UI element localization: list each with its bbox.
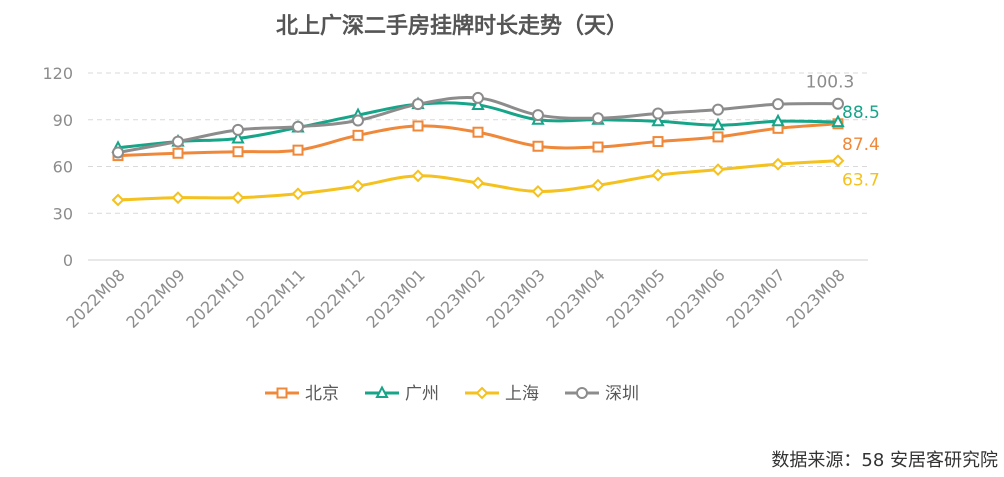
legend-marker (375, 385, 389, 398)
data-point-marker (292, 120, 304, 133)
legend-item-深圳[interactable]: 深圳 (565, 384, 639, 404)
data-point-marker (531, 185, 545, 198)
data-point-marker (412, 98, 424, 111)
data-point-marker (652, 107, 664, 120)
legend-marker (576, 387, 588, 399)
data-point-marker (831, 154, 845, 168)
data-point-marker (112, 146, 124, 159)
data-point-marker (352, 114, 364, 127)
data-point-marker (591, 178, 605, 192)
x-axis: 2022M082022M092022M102022M112022M122023M… (62, 265, 848, 331)
data-point-marker (592, 112, 604, 125)
end-value-label: 63.7 (842, 171, 880, 191)
y-tick-label: 0 (63, 251, 73, 270)
data-point-marker (711, 163, 725, 177)
data-point-marker (652, 136, 664, 148)
data-point-marker (231, 191, 245, 205)
data-point-marker (771, 157, 785, 171)
legend-label: 广州 (405, 384, 439, 404)
y-tick-label: 30 (53, 204, 73, 223)
series-layer (111, 91, 845, 207)
legend-item-广州[interactable]: 广州 (365, 384, 439, 404)
x-tick-label: 2023M06 (662, 265, 728, 331)
data-point-marker (351, 179, 365, 193)
x-tick-label: 2023M05 (602, 265, 668, 331)
x-tick-label: 2023M04 (542, 265, 608, 331)
data-point-marker (712, 131, 724, 143)
data-point-marker (532, 140, 544, 152)
data-point-marker (231, 130, 245, 144)
x-tick-label: 2023M08 (782, 265, 848, 331)
series-上海 (111, 154, 845, 207)
x-tick-label: 2022M11 (242, 265, 308, 331)
data-point-marker (772, 98, 784, 111)
legend-item-上海[interactable]: 上海 (465, 384, 539, 404)
legend-label: 深圳 (605, 384, 639, 404)
source-note: 数据来源：58 安居客研究院 (771, 450, 998, 471)
data-point-marker (712, 103, 724, 116)
data-point-marker (592, 141, 604, 153)
data-point-marker (711, 117, 725, 131)
y-tick-label: 60 (53, 158, 73, 177)
end-value-label: 87.4 (842, 135, 880, 155)
data-point-marker (232, 123, 244, 136)
x-tick-label: 2022M09 (122, 265, 188, 331)
data-point-marker (412, 120, 424, 132)
data-point-marker (411, 169, 425, 183)
x-tick-label: 2022M12 (302, 265, 368, 331)
data-point-marker (532, 109, 544, 122)
data-point-marker (771, 113, 785, 127)
data-point-marker (171, 191, 185, 205)
end-labels: 87.4 88.5 63.7 100.3 (806, 73, 880, 191)
data-point-marker (471, 176, 485, 190)
data-point-marker (172, 135, 184, 148)
x-tick-label: 2023M02 (422, 265, 488, 331)
legend: 北京 广州 上海 深圳 (265, 384, 639, 404)
legend-item-北京[interactable]: 北京 (265, 384, 339, 404)
data-point-marker (472, 126, 484, 138)
x-tick-label: 2023M07 (722, 265, 788, 331)
data-point-marker (292, 144, 304, 156)
x-tick-label: 2023M01 (362, 265, 428, 331)
x-tick-label: 2022M10 (182, 265, 248, 331)
y-tick-label: 120 (42, 64, 73, 83)
legend-marker (276, 387, 288, 399)
data-point-marker (111, 193, 125, 207)
chart-title: 北上广深二手房挂牌时长走势（天） (276, 13, 628, 39)
data-point-marker (472, 91, 484, 104)
y-axis: 0 30 60 90 120 (42, 64, 73, 270)
data-point-marker (291, 187, 305, 201)
data-point-marker (172, 147, 184, 159)
data-point-marker (232, 146, 244, 158)
legend-label: 上海 (505, 384, 539, 404)
data-point-marker (651, 168, 665, 182)
series-广州 (111, 96, 845, 153)
x-tick-label: 2022M08 (62, 265, 128, 331)
series-深圳 (112, 91, 844, 159)
legend-label: 北京 (305, 384, 339, 404)
y-tick-label: 90 (53, 111, 73, 130)
x-tick-label: 2023M03 (482, 265, 548, 331)
end-value-label: 100.3 (806, 73, 855, 93)
end-value-label: 88.5 (842, 103, 880, 123)
data-point-marker (651, 113, 665, 127)
data-point-marker (471, 97, 485, 110)
legend-marker (475, 386, 489, 400)
data-point-marker (352, 129, 364, 141)
data-point-marker (832, 97, 844, 110)
data-point-marker (831, 114, 845, 128)
